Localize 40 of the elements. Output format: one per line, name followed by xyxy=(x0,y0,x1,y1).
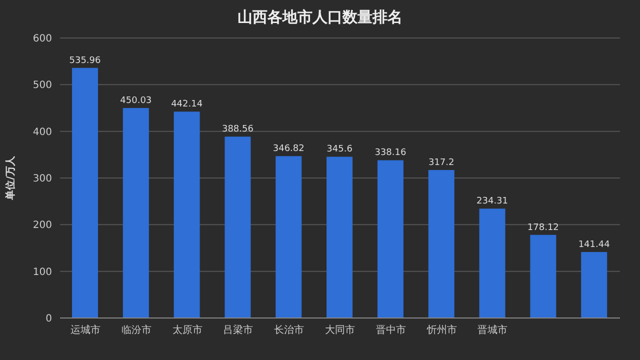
data-label: 535.96 xyxy=(69,56,102,66)
data-label: 346.82 xyxy=(272,144,304,154)
data-label: 442.14 xyxy=(171,100,203,110)
y-tick-label: 100 xyxy=(32,266,52,278)
bar xyxy=(428,170,454,318)
y-tick-label: 300 xyxy=(32,174,52,185)
x-tick-label: 长治市 xyxy=(274,324,304,336)
bar xyxy=(581,252,608,318)
data-label: 450.03 xyxy=(120,96,152,106)
x-tick-label: 忻州市 xyxy=(426,324,457,336)
data-label: 338.16 xyxy=(374,148,406,158)
data-label: 178.12 xyxy=(527,222,559,233)
y-tick-label: 500 xyxy=(32,80,52,92)
data-label: 317.2 xyxy=(428,158,454,168)
bar xyxy=(122,108,149,318)
data-label: 345.6 xyxy=(326,144,353,155)
bar xyxy=(174,112,200,318)
y-tick-label: 200 xyxy=(32,220,52,232)
bar xyxy=(530,234,556,318)
x-tick-label: 吕梁市 xyxy=(223,324,254,336)
bar xyxy=(276,156,302,318)
bar xyxy=(326,156,353,318)
y-tick-label: 400 xyxy=(32,126,52,138)
x-tick-label: 临汾市 xyxy=(121,324,152,336)
bar xyxy=(377,160,404,318)
data-label: 388.56 xyxy=(222,124,254,135)
x-tick-label: 大同市 xyxy=(325,324,355,336)
data-label: 141.44 xyxy=(578,240,610,250)
bar xyxy=(479,208,506,318)
y-tick-label: 0 xyxy=(46,314,52,325)
y-tick-label: 600 xyxy=(32,34,52,45)
x-tick-label: 运城市 xyxy=(70,324,100,336)
y-axis-title: 单位/万人 xyxy=(4,155,17,201)
bar xyxy=(72,68,98,318)
bar xyxy=(224,136,251,318)
x-tick-label: 太原市 xyxy=(172,324,202,336)
chart-title: 山西各地市人口数量排名 xyxy=(236,8,404,27)
x-tick-label: 晋城市 xyxy=(478,324,508,336)
data-label: 234.31 xyxy=(476,196,508,207)
x-tick-label: 晋中市 xyxy=(376,324,406,336)
